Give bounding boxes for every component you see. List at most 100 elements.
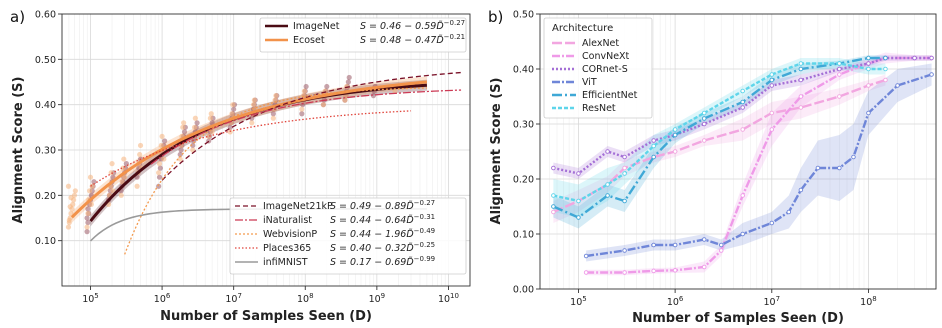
confidence-band bbox=[553, 58, 886, 218]
fit-curve-imagenet21k bbox=[161, 71, 462, 181]
series-line bbox=[585, 73, 932, 258]
series-marker bbox=[851, 154, 856, 160]
panel-b-xlabel: Number of Samples Seen (D) bbox=[632, 311, 844, 326]
series-marker bbox=[651, 143, 656, 149]
series-marker bbox=[769, 83, 775, 88]
scatter-point bbox=[87, 188, 93, 194]
series-marker bbox=[769, 127, 775, 132]
scatter-point bbox=[230, 102, 236, 108]
series-marker bbox=[786, 209, 792, 215]
scatter-point bbox=[85, 219, 91, 226]
scatter-point bbox=[84, 215, 90, 221]
scatter-point bbox=[231, 106, 237, 112]
scatter-point bbox=[65, 183, 72, 189]
y-tick-label: 0.00 bbox=[513, 285, 534, 296]
y-tick-label: 0.30 bbox=[35, 146, 56, 157]
scatter-point bbox=[121, 156, 127, 162]
panel-b-frame bbox=[539, 13, 937, 290]
panel-a-legend-top: ImageNet S = 0.46 − 0.59D̃−0.27 Ecoset S = … bbox=[259, 17, 467, 53]
panel-label-a: a) bbox=[10, 8, 25, 26]
scatter-point bbox=[87, 174, 94, 180]
scatter-point bbox=[181, 129, 188, 135]
series-marker bbox=[866, 55, 871, 61]
scatter-point bbox=[85, 206, 91, 212]
series-marker bbox=[605, 182, 610, 187]
scatter-point bbox=[109, 161, 115, 167]
scatter-point bbox=[342, 97, 348, 103]
x-tick-label: 108 bbox=[860, 295, 877, 308]
legend-label: iNaturalist bbox=[263, 215, 312, 226]
legend-title: Architecture bbox=[552, 23, 613, 34]
scatter-point bbox=[118, 192, 124, 198]
series-marker bbox=[769, 220, 775, 226]
series-marker bbox=[672, 268, 678, 273]
scatter-point bbox=[273, 93, 279, 99]
scatter-point bbox=[181, 120, 187, 126]
series-marker bbox=[622, 165, 627, 171]
scatter-point bbox=[346, 74, 352, 81]
scatter-point bbox=[159, 133, 165, 139]
y-tick-label: 0.30 bbox=[513, 120, 534, 131]
series-marker bbox=[605, 193, 610, 198]
legend-label: ViT bbox=[582, 77, 597, 88]
scatter-point bbox=[119, 179, 125, 185]
scatter-point bbox=[68, 210, 74, 217]
scatter-point bbox=[110, 188, 116, 194]
y-tick-label: 0.50 bbox=[35, 55, 56, 66]
scatter-point bbox=[156, 183, 162, 189]
series-marker bbox=[837, 165, 842, 171]
series-marker bbox=[769, 77, 775, 83]
series-marker bbox=[672, 127, 678, 132]
series-marker bbox=[622, 171, 627, 176]
scatter-point bbox=[84, 224, 90, 230]
scatter-point bbox=[209, 129, 215, 135]
series-marker bbox=[798, 61, 804, 66]
x-tick-label: 107 bbox=[225, 292, 242, 305]
legend-label: WebvisionP bbox=[263, 229, 317, 240]
legend-formula: S = 0.44 − 0.64D̃−0.31 bbox=[330, 213, 435, 226]
series-marker bbox=[576, 215, 581, 220]
series-marker bbox=[769, 110, 775, 116]
series-marker bbox=[866, 66, 871, 72]
series-marker bbox=[672, 132, 678, 138]
scatter-point bbox=[156, 161, 163, 167]
scatter-point bbox=[192, 115, 198, 121]
legend-formula: S = 0.40 − 0.32D̃−0.25 bbox=[330, 241, 435, 254]
series-marker bbox=[798, 105, 804, 110]
y-tick-label: 0.20 bbox=[35, 191, 56, 202]
series-marker bbox=[551, 193, 556, 198]
series-marker bbox=[651, 154, 656, 160]
x-tick-label: 106 bbox=[667, 295, 684, 308]
series-marker bbox=[622, 198, 627, 204]
panel-b-legend: Architecture AlexNet ConvNeXt CORnet-S ViT Ef… bbox=[543, 17, 653, 119]
series-marker bbox=[769, 72, 775, 77]
series-marker bbox=[798, 94, 804, 99]
fit-curve-places365 bbox=[90, 110, 412, 187]
scatter-point bbox=[249, 115, 255, 121]
x-tick-label: 105 bbox=[82, 292, 99, 305]
scatter-point bbox=[301, 88, 308, 94]
panel-label-b: b) bbox=[488, 8, 503, 26]
scatter-point bbox=[122, 174, 128, 180]
scatter-point bbox=[270, 115, 276, 121]
series-marker bbox=[866, 83, 871, 88]
series-marker bbox=[583, 253, 589, 259]
series-marker bbox=[740, 105, 745, 110]
scatter-point bbox=[249, 120, 255, 126]
series-marker bbox=[701, 237, 707, 242]
scatter-point bbox=[345, 79, 351, 85]
series-marker bbox=[651, 242, 656, 248]
x-tick-label: 109 bbox=[369, 292, 386, 305]
panel-a: a) 105 106 107 108 109 1010 0.100.200.300.400… bbox=[10, 8, 471, 324]
series-line bbox=[586, 56, 932, 274]
x-tick-label: 107 bbox=[763, 295, 780, 308]
scatter-point bbox=[370, 93, 377, 99]
legend-formula: S = 0.17 − 0.69D̃−0.99 bbox=[330, 255, 435, 268]
series-marker bbox=[551, 204, 556, 209]
panel-a-ylabel: Alignment Score (S) bbox=[11, 77, 26, 224]
scatter-point bbox=[180, 124, 186, 130]
series-marker bbox=[701, 116, 707, 121]
x-tick-label: 1010 bbox=[438, 292, 459, 305]
y-tick-label: 0.10 bbox=[35, 236, 56, 247]
series-marker bbox=[866, 110, 871, 116]
